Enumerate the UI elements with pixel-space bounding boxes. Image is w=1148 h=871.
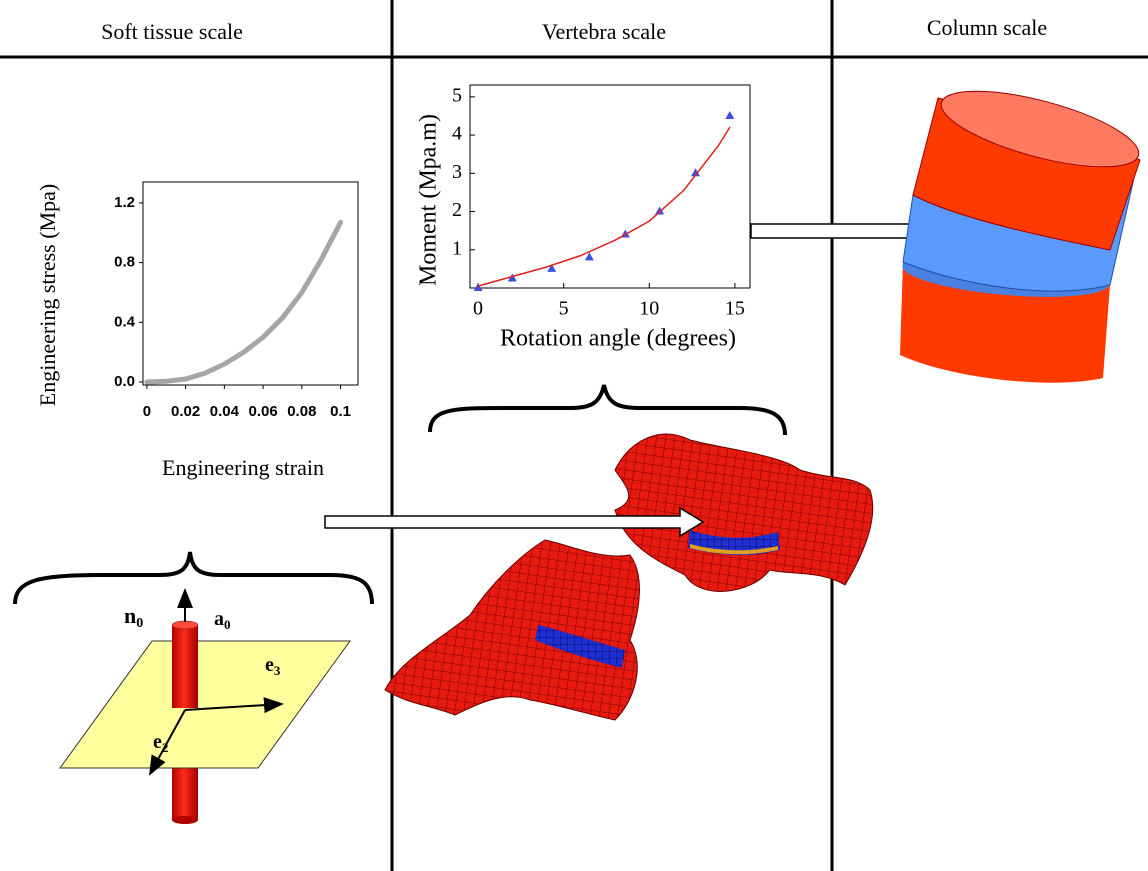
- y-tick-label: 1.2: [114, 194, 135, 211]
- x-tick-label: 0.04: [210, 403, 240, 420]
- label-sub: 2: [162, 740, 169, 755]
- column-header: Column scale: [927, 15, 1047, 40]
- fiber-cylinder: [172, 625, 198, 708]
- vertebra-mesh: [385, 434, 873, 720]
- x-tick-label: 0.1: [330, 403, 351, 420]
- label-base: e: [265, 654, 274, 676]
- label-base: a: [214, 608, 224, 630]
- x-tick-label: 0.02: [171, 403, 200, 420]
- fiber-diagram: n0 a0 e3 e2: [60, 590, 350, 824]
- x-tick-label: 10: [639, 298, 659, 320]
- y-tick-label: 0.4: [114, 313, 136, 330]
- label-base: n: [124, 603, 136, 628]
- y-tick-label: 0.8: [114, 254, 135, 271]
- x-tick-label: 5: [559, 298, 569, 320]
- x-axis-title: Rotation angle (degrees): [500, 326, 736, 352]
- y-tick-label: 3: [452, 161, 462, 183]
- vector-label: a0: [214, 608, 231, 632]
- y-axis-title: Engineering stress (Mpa): [35, 184, 60, 406]
- fiber-cylinder: [172, 621, 198, 629]
- x-tick-label: 15: [725, 298, 745, 320]
- x-axis-title: Engineering strain: [162, 455, 324, 480]
- y-tick-label: 4: [452, 123, 462, 145]
- label-sub: 3: [274, 663, 281, 678]
- y-axis-title: Moment (Mpa.m): [416, 114, 442, 286]
- plot-frame: [143, 182, 358, 385]
- label-sub: 0: [136, 616, 143, 631]
- fiber-cylinder: [172, 816, 198, 824]
- plot-frame: [470, 85, 750, 288]
- x-tick-label: 0.08: [287, 403, 316, 420]
- figure: Soft tissue scale Vertebra scale Column …: [0, 0, 1148, 871]
- label-sub: 0: [224, 617, 231, 632]
- x-tick-label: 0.06: [248, 403, 277, 420]
- brace: [15, 552, 372, 604]
- label-base: e: [153, 731, 162, 753]
- x-tick-label: 0: [473, 298, 483, 320]
- column-model: [900, 76, 1146, 383]
- y-tick-label: 2: [452, 199, 462, 221]
- column-header: Soft tissue scale: [101, 19, 243, 44]
- brace: [430, 385, 785, 435]
- x-tick-label: 0: [143, 403, 151, 420]
- column-header: Vertebra scale: [542, 19, 666, 44]
- plane: [60, 641, 350, 768]
- vector-label: n0: [124, 603, 143, 631]
- y-tick-label: 1: [452, 237, 462, 259]
- y-tick-label: 0.0: [114, 373, 135, 390]
- y-tick-label: 5: [452, 84, 462, 106]
